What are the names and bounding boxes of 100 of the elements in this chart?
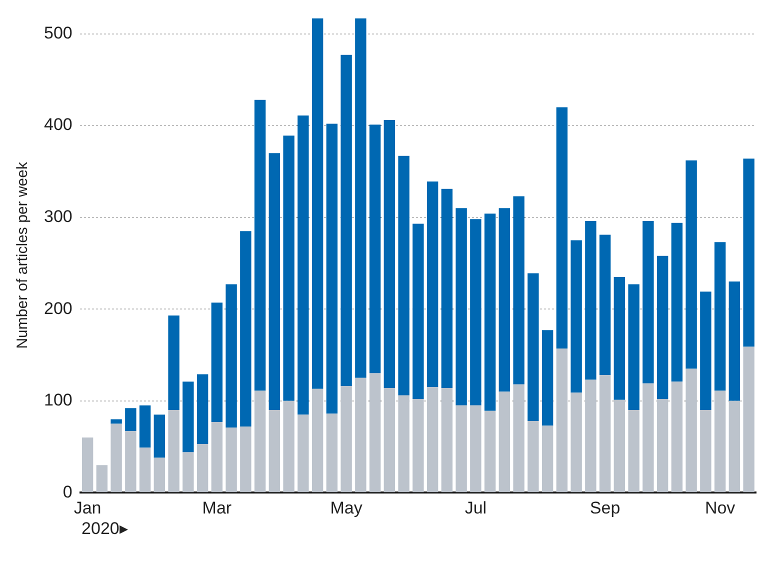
bar — [196, 374, 208, 444]
bar — [340, 386, 352, 492]
bar — [570, 240, 582, 393]
x-tick-label: Jan — [74, 498, 102, 518]
bar — [283, 136, 294, 401]
bar — [671, 222, 683, 382]
bar — [125, 408, 136, 432]
bar — [614, 276, 626, 400]
bar — [556, 107, 568, 349]
bar — [426, 182, 438, 388]
bar — [628, 284, 640, 410]
bar — [441, 388, 453, 492]
bar — [599, 375, 611, 492]
bar — [398, 156, 410, 396]
bar — [728, 282, 740, 401]
bar — [513, 196, 524, 384]
bar — [528, 273, 539, 422]
bar — [743, 158, 754, 347]
bar — [656, 399, 668, 492]
y-tick-label: 0 — [62, 482, 72, 502]
bar — [456, 405, 467, 492]
x-tick-label: Sep — [590, 498, 620, 518]
bar — [686, 160, 697, 369]
bar — [513, 384, 524, 492]
bar — [484, 214, 496, 411]
bar — [139, 448, 151, 492]
y-tick-label: 200 — [44, 298, 72, 318]
bar — [384, 388, 396, 492]
x-tick-label: Jul — [464, 498, 487, 518]
y-tick-label: 500 — [44, 23, 72, 42]
bar — [412, 399, 424, 492]
bar — [599, 234, 611, 376]
bar — [470, 405, 482, 492]
bar — [714, 242, 726, 391]
bar — [182, 452, 194, 492]
bar — [125, 431, 136, 492]
bar — [298, 414, 309, 492]
bar — [268, 153, 280, 410]
bar — [298, 115, 309, 415]
bar — [686, 368, 697, 492]
bar — [254, 390, 266, 492]
bar — [498, 392, 510, 492]
bar — [154, 458, 166, 492]
bar — [570, 392, 582, 492]
bar — [211, 302, 223, 422]
bar — [110, 424, 122, 492]
bar — [714, 390, 726, 492]
text: 2020▸ — [82, 518, 128, 538]
bar — [168, 316, 180, 410]
bar — [441, 188, 453, 388]
bar — [369, 124, 381, 374]
bar — [398, 395, 410, 492]
bar — [268, 410, 280, 492]
bar — [355, 378, 366, 492]
bar — [542, 426, 554, 492]
bar — [542, 330, 554, 426]
bar — [240, 426, 252, 492]
bar — [240, 231, 252, 427]
bar — [470, 219, 482, 406]
bar — [312, 18, 324, 389]
bar — [110, 419, 122, 424]
bar — [700, 292, 712, 410]
bar — [196, 444, 208, 492]
bar — [168, 410, 180, 492]
bar — [369, 373, 381, 492]
bar — [700, 410, 712, 492]
bar — [585, 220, 596, 380]
bar — [384, 120, 396, 388]
x-tick-label: Nov — [704, 498, 736, 518]
y-axis-title: Number of articles per week — [14, 162, 32, 349]
bar — [743, 346, 754, 492]
bar — [671, 382, 683, 492]
bar — [412, 224, 424, 400]
bar — [656, 256, 668, 400]
bar — [82, 438, 94, 492]
bar — [642, 383, 654, 492]
bar — [182, 382, 194, 452]
bar — [628, 410, 640, 492]
x-tick-label: Mar — [202, 498, 232, 518]
bar — [326, 124, 338, 414]
y-tick-label: 400 — [44, 115, 72, 134]
bar — [211, 422, 223, 492]
y-tick-label: 100 — [44, 390, 72, 410]
bar — [226, 427, 237, 492]
bar — [456, 208, 467, 406]
bar — [355, 18, 366, 378]
bar — [326, 414, 338, 492]
bar — [642, 220, 654, 384]
bar — [283, 400, 294, 492]
bar — [226, 284, 237, 428]
bar — [340, 54, 352, 386]
bar — [426, 387, 438, 492]
x-tick-label: May — [330, 498, 363, 518]
bar — [614, 400, 626, 492]
bar — [484, 410, 496, 492]
bar — [154, 414, 166, 458]
bar — [312, 388, 324, 492]
bar — [556, 348, 568, 492]
bar — [528, 421, 539, 492]
bar — [728, 400, 740, 492]
